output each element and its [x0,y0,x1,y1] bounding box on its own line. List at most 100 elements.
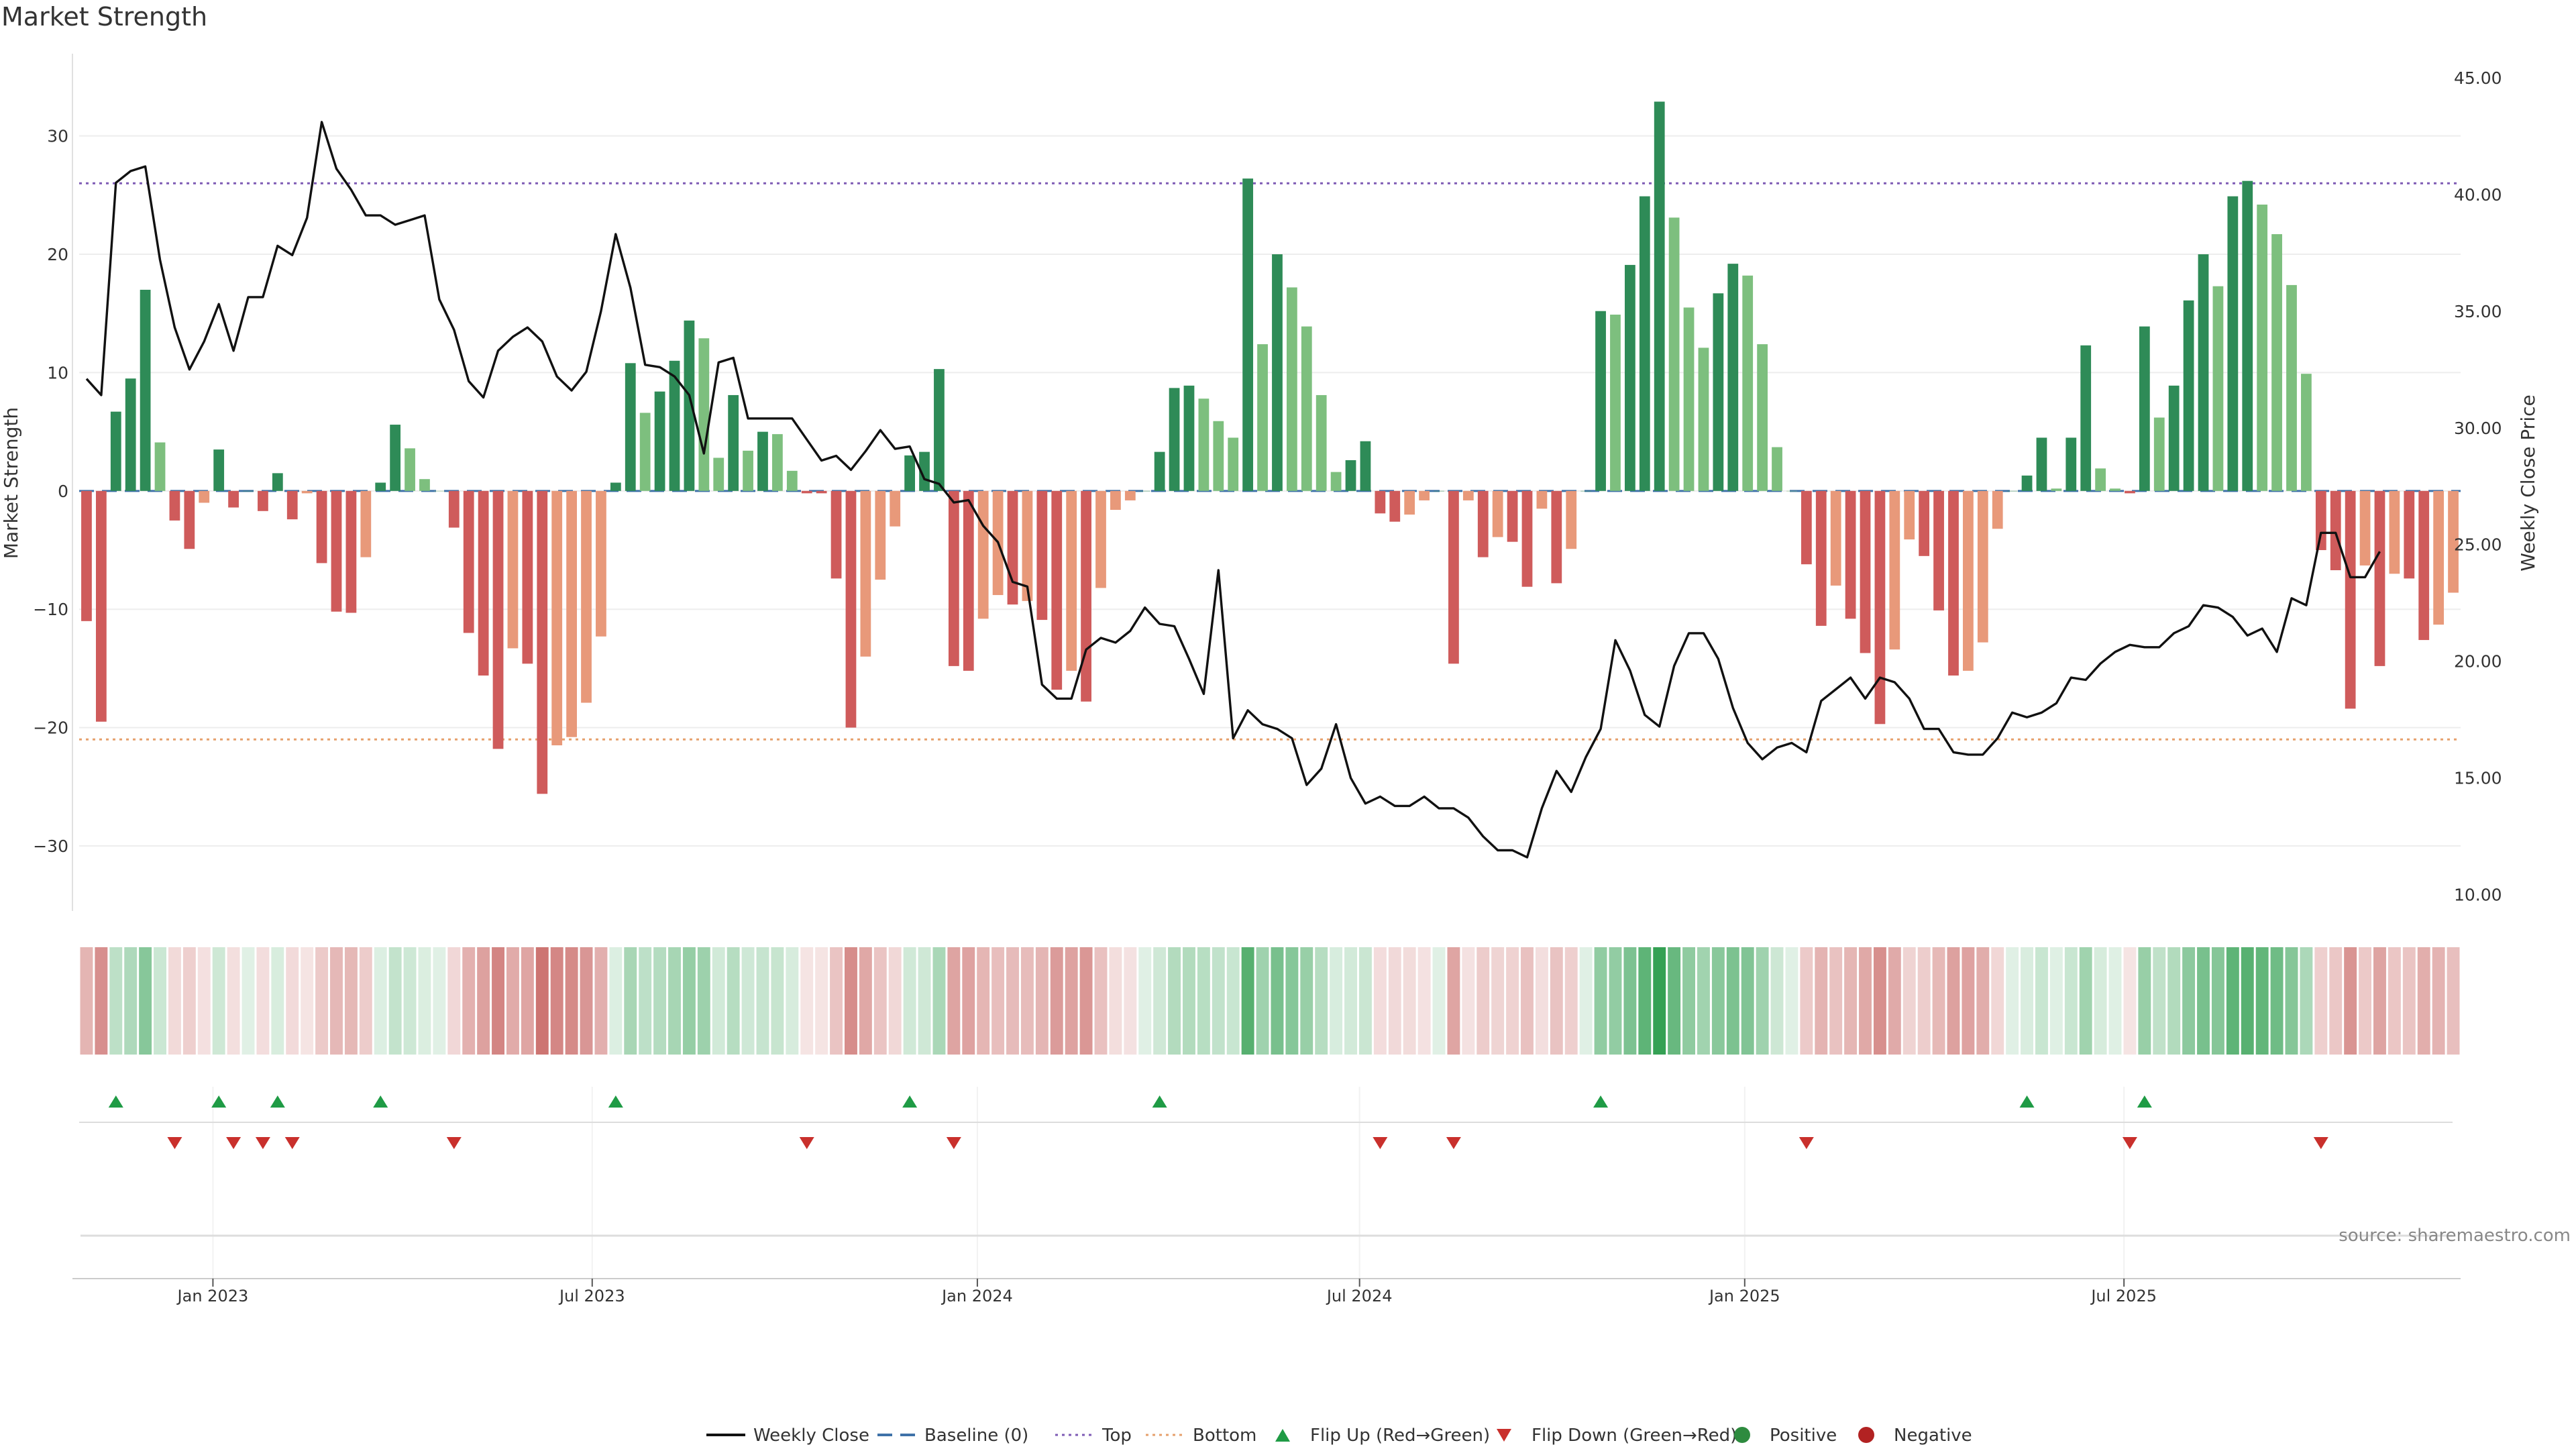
heatmap-cell [1373,947,1387,1055]
heatmap-cell [741,947,755,1055]
strength-bar [1580,490,1592,492]
strength-bar [2051,488,2062,491]
strength-bar [2006,490,2018,492]
strength-bar [610,482,621,491]
heatmap-cell [1183,947,1195,1055]
reference-lines [79,182,2461,741]
heatmap-cell [139,947,152,1055]
strength-bar [2330,490,2341,570]
right-axis-label: Weekly Close Price [2517,394,2539,571]
heatmap-cell [2373,947,2386,1055]
heatmap-cell [565,947,578,1055]
flip-up-marker [1152,1095,1167,1108]
left-axis-label: Market Strength [0,407,22,559]
heatmap-cell [1888,947,1901,1055]
heatmap-cell [1697,947,1710,1055]
heatmap-cell [1020,947,1034,1055]
strength-bar [1139,490,1150,492]
flip-markers [79,1095,2453,1149]
heatmap-cell [1917,947,1931,1055]
heatmap-cell [962,947,975,1055]
legend-item-positive: Positive [1734,1426,1837,1446]
heatmap-cell [1079,947,1093,1055]
heatmap-cell [2123,947,2137,1055]
heatmap-cell [1094,947,1108,1055]
heatmap-cell [271,947,284,1055]
strength-bar [1507,490,1518,542]
x-tick-label: Jan 2023 [176,1287,249,1305]
legend-item-baseline-0: Baseline (0) [877,1426,1028,1446]
heatmap-cell [2079,947,2092,1055]
heatmap-cell [609,947,623,1055]
strength-bar [743,450,753,491]
heatmap-cell [154,947,166,1055]
strength-bar [728,394,739,491]
heatmap-cell [1271,947,1284,1055]
strength-bar [1948,490,1959,676]
heatmap-cell [124,947,138,1055]
heatmap-cell [212,947,225,1055]
strength-bar [1066,490,1077,671]
heatmap-cell [1770,947,1784,1055]
heatmap-cell [2035,947,2048,1055]
heatmap-cell [535,947,549,1055]
heatmap-cell [1109,947,1122,1055]
heatmap-cell [344,947,358,1055]
strength-bar [110,411,121,491]
heatmap-cell [1682,947,1695,1055]
heatmap-cell [433,947,446,1055]
heatmap-cell [256,947,270,1055]
strength-bar [669,360,680,491]
heatmap-cell [1785,947,1799,1055]
heatmap-cell [403,947,417,1055]
flip-down-marker [2313,1137,2328,1149]
x-tick-label: Jul 2023 [558,1287,625,1305]
strength-bar [890,490,901,527]
strength-bar [1610,315,1621,491]
heatmap-cell [594,947,608,1055]
heatmap-cell [2387,947,2401,1055]
legend-item-top: Top [1055,1426,1132,1446]
x-axis: Jan 2023 Jul 2023 Jan 2024 Jul 2024 Jan 2025… [72,1278,2461,1305]
right-tick-label: 20.00 [2454,652,2502,672]
heatmap-cell [2167,947,2181,1055]
heatmap-cell [197,947,211,1055]
left-tick-label: −20 [33,718,68,738]
heatmap-cell [359,947,372,1055]
strength-bar [2080,345,2092,491]
heatmap-cell [1991,947,2004,1055]
heatmap-cell [1050,947,1063,1055]
strength-bar [963,490,974,671]
strength-bar [492,490,504,749]
strength-bar [2418,490,2430,641]
strength-bar [1830,490,1841,586]
heatmap-cell [1653,947,1666,1055]
strength-bar [1492,490,1503,537]
legend-item-flip-down-green-red: Flip Down (Green→Red) [1497,1426,1737,1446]
left-tick-label: −30 [33,837,68,856]
strength-bars [81,101,2459,794]
heatmap-cell [771,947,784,1055]
strength-bar [2153,417,2165,491]
heatmap-cell [2108,947,2122,1055]
strength-bar [830,490,842,579]
heatmap-cell [2344,947,2357,1055]
strength-bar [2315,490,2326,551]
heatmap-cell [2432,947,2445,1055]
heatmap-cell [1256,947,1269,1055]
strength-bar [1330,472,1342,491]
heatmap-cell [1417,947,1431,1055]
strength-bar [1874,490,1886,724]
strength-bar [301,490,313,494]
flip-down-marker [1446,1137,1461,1149]
strength-bar [1698,347,1709,491]
heatmap-cell [2241,947,2254,1055]
heatmap-cell [2049,947,2063,1055]
heatmap-cell [301,947,314,1055]
strength-bar [2404,490,2415,579]
heatmap-cell [2138,947,2151,1055]
right-tick-label: 45.00 [2454,68,2502,88]
strength-bar [1639,196,1650,491]
strength-bar [1889,490,1900,650]
strength-bar [1257,344,1268,491]
